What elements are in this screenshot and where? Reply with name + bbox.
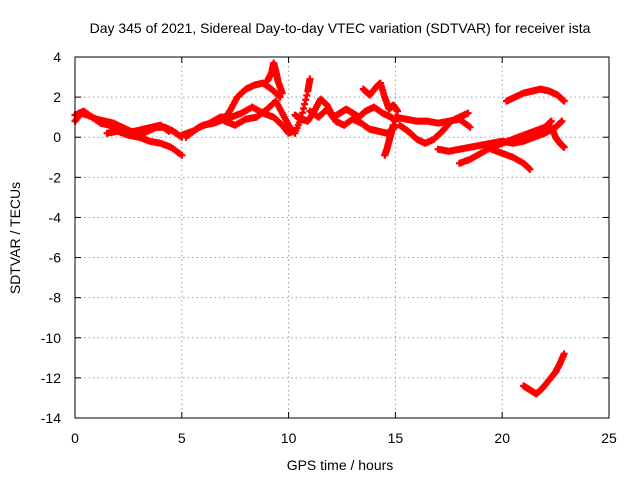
series-arc-t [520, 350, 568, 398]
series-arc-h [263, 59, 286, 97]
data-point [558, 117, 566, 125]
data-points [71, 59, 568, 398]
data-point [560, 143, 568, 151]
y-tick-label: 0 [53, 129, 61, 145]
series-arc-s [547, 123, 568, 151]
y-tick-label: -8 [49, 290, 62, 306]
data-point [560, 97, 568, 105]
data-point [466, 123, 474, 131]
y-tick-label: -14 [41, 410, 61, 426]
series-arc-n [396, 109, 472, 147]
x-axis-label: GPS time / hours [287, 457, 394, 473]
y-tick-label: -6 [49, 250, 62, 266]
x-tick-label: 0 [71, 430, 79, 446]
chart-title: Day 345 of 2021, Sidereal Day-to-day VTE… [90, 20, 591, 36]
y-tick-label: 2 [53, 89, 61, 105]
x-tick-label: 25 [601, 430, 617, 446]
data-point [306, 75, 314, 83]
series-arc-k [359, 79, 402, 115]
data-point [389, 121, 397, 129]
grid [75, 57, 609, 418]
x-tick-label: 10 [281, 430, 297, 446]
data-point [464, 109, 472, 117]
x-tick-label: 15 [388, 430, 404, 446]
x-tick-label: 5 [178, 430, 186, 446]
series-arc-r [502, 85, 568, 105]
y-tick-label: -2 [49, 169, 62, 185]
data-point [394, 107, 402, 115]
series-arc-c [103, 127, 186, 159]
series-arc-q [488, 145, 534, 173]
plot-frame [74, 56, 610, 419]
data-point [560, 350, 568, 358]
data-point [276, 93, 284, 101]
x-tick-label: 20 [494, 430, 510, 446]
y-tick-label: -4 [49, 209, 62, 225]
data-point [278, 89, 286, 97]
y-tick-label: 4 [53, 49, 61, 65]
y-tick-label: -10 [41, 330, 61, 346]
series-arc-l [381, 121, 397, 159]
data-point [526, 165, 534, 173]
y-tick-label: -12 [41, 370, 61, 386]
y-axis-label: SDTVAR / TECUs [7, 182, 23, 294]
data-point [178, 151, 186, 159]
data-point [547, 117, 555, 125]
